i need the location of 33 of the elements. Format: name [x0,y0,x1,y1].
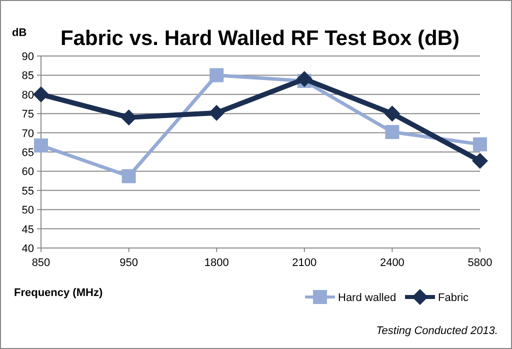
x-tick-label: 1800 [204,257,229,269]
y-axis-title: dB [12,27,27,39]
point [385,125,400,140]
chart-title: Fabric vs. Hard Walled RF Test Box (dB) [60,27,460,50]
x-tick-label: 5800 [468,257,492,269]
legend-label: Hard walled [338,292,396,304]
y-tick-label: 90 [22,51,34,63]
y-tick-label: 40 [22,243,34,255]
point [384,106,400,122]
y-tick-label: 65 [22,147,34,159]
point [33,86,49,102]
point [472,152,488,169]
y-tick-label: 85 [22,70,34,82]
y-tick-label: 60 [22,166,34,178]
x-tick-label: 2400 [380,257,404,269]
y-tick-label: 80 [22,89,34,102]
point [210,68,224,82]
y-tick-label: 70 [22,128,34,140]
x-tick-label: 950 [120,257,138,269]
point [473,137,487,152]
point [122,169,136,184]
legend-label: Fabric [438,292,470,304]
y-tick-label: 50 [22,204,34,217]
x-axis-title: Frequency (MHz) [14,287,103,299]
point [120,109,137,126]
y-tick-label: 55 [22,185,34,198]
text: Testing Conducted 2013. [376,325,498,337]
point [34,138,48,152]
x-tick-label: 2100 [292,257,317,269]
y-tick-label: 75 [22,108,34,121]
y-tick-label: 45 [22,224,34,236]
x-tick-label: 850 [32,257,50,269]
point [208,104,225,121]
